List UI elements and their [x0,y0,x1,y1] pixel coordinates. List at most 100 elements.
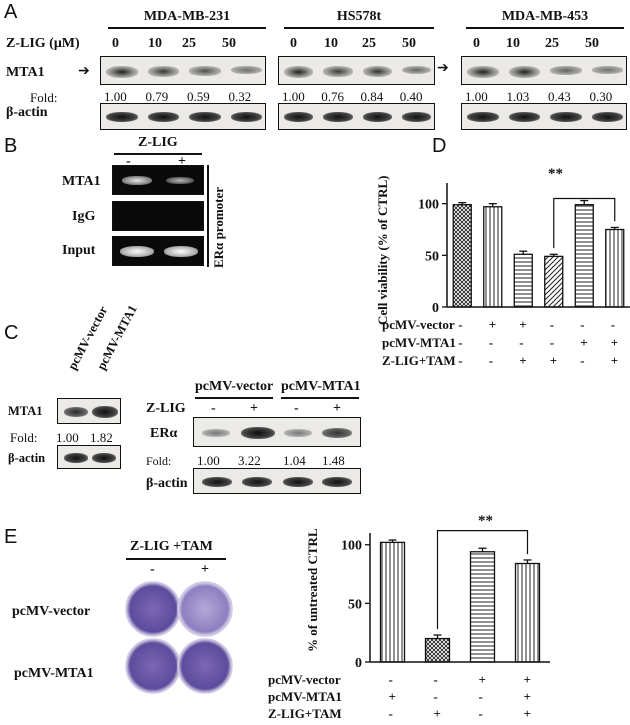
dose-label: 50 [402,36,416,51]
y-tick-label: 100 [341,539,362,554]
blot-mta1 [278,56,435,85]
panel-c-right-fold-label: Fold: [146,454,172,468]
fold-value: 0.30 [589,89,613,104]
panel-e-treatment-line [126,558,226,560]
mta1-band [106,66,138,78]
panel-c-right-fold-3: 1.04 [283,453,306,468]
dose-label: 10 [324,36,338,51]
condition-mark: + [549,353,558,368]
mta1-band [550,66,582,75]
mta1-band [508,66,540,78]
dose-label: 0 [112,36,119,51]
condition-mark: - [433,689,438,704]
condition-row-label: Z-LIG+TAM [268,706,342,721]
actin-band [508,112,540,122]
condition-mark: + [610,353,619,368]
condition-mark: - [519,335,524,350]
condition-mark: - [458,353,463,368]
actin-band [591,112,623,122]
fold-value: 0.43 [548,89,571,104]
blot-c-left-actin [57,445,121,469]
panel-c-right-actin-label: β-actin [146,476,188,491]
panel-e-cond-plus: + [201,562,209,577]
fold-value: 1.00 [282,89,305,104]
panel-e-row-vector: pcMV-vector [12,604,91,619]
dose-label: 50 [222,36,236,51]
blot-group-line [466,27,624,29]
mta1-band [362,66,392,78]
condition-mark: - [549,335,555,350]
arrow-right-icon-2: ➔ [437,61,449,76]
condition-mark: - [458,317,463,332]
y-tick-label: 0 [432,301,439,316]
blot-actin [461,103,627,130]
panel-label-b: B [4,135,18,157]
blot-c-right-actin [193,468,361,494]
condition-mark: + [610,335,619,350]
pcr-gel-igg [112,201,204,231]
blot-mta1 [100,56,266,85]
panel-e-treatment-label: Z-LIG +TAM [130,539,213,554]
fold-value: 0.84 [360,89,384,104]
panel-label-c: C [4,322,19,344]
fold-value: 0.76 [321,89,344,104]
panel-a-treatment-label: Z-LIG (μM) [6,36,80,51]
condition-mark: - [488,335,494,350]
panel-c-cond-2: + [250,401,258,416]
panel-label-e: E [4,526,18,548]
bar [379,541,406,663]
panel-b-row-input: Input [62,243,96,258]
mta1-band [284,66,314,78]
condition-mark: - [388,672,393,687]
chart-e-significance: ** [478,513,493,529]
panel-c-era-label: ERα [150,426,178,441]
condition-row-label: pcMV-MTA1 [382,335,456,350]
dose-label: 50 [585,36,599,51]
panel-e-cond-minus: - [150,562,155,577]
condition-mark: + [519,353,527,368]
y-tick-label: 50 [348,597,362,612]
actin-band [230,112,262,122]
colony-plate [177,581,233,637]
condition-mark: + [488,317,497,332]
panel-c-left-actin-label: β-actin [8,451,46,465]
panel-label-a: A [4,1,18,23]
bar [424,637,451,663]
blot-group-title: HS578t [336,9,382,24]
y-tick-label: 0 [355,656,362,671]
colony-plate [177,638,233,694]
mta1-band [230,66,262,74]
panel-c-right-fold-2: 3.22 [238,453,261,468]
panel-b-bracket [207,165,209,267]
blot-group-line [284,27,434,29]
fold-value: 1.00 [104,89,127,104]
panel-c-group-mta1: pcMV-MTA1 [281,379,361,394]
condition-mark: - [478,706,483,721]
condition-mark: - [580,353,585,368]
panel-c-group-line-2 [281,397,359,399]
dose-label: 10 [148,36,162,51]
actin-band [323,112,353,122]
panel-c-right-fold-4: 1.48 [322,453,345,468]
condition-mark: + [523,672,531,687]
mta1-band [323,66,353,77]
condition-mark: - [458,335,463,350]
dose-label: 25 [362,36,376,51]
panel-label-d: D [432,135,447,157]
condition-mark: + [523,706,531,721]
actin-band [284,112,314,122]
fold-value: 1.00 [465,89,488,104]
condition-mark: + [519,317,527,332]
mta1-band [189,66,221,76]
panel-e-row-mta1: pcMV-MTA1 [14,666,94,681]
panel-c-group-vector: pcMV-vector [195,379,274,394]
actin-band [189,112,221,122]
mta1-band [147,66,179,77]
significance-bracket [436,530,529,630]
panel-c-left-fold-1: 1.00 [56,430,79,445]
panel-b-row-mta1: MTA1 [62,174,101,189]
condition-mark: - [488,353,494,368]
blot-actin [100,103,266,130]
dose-label: 10 [506,36,520,51]
